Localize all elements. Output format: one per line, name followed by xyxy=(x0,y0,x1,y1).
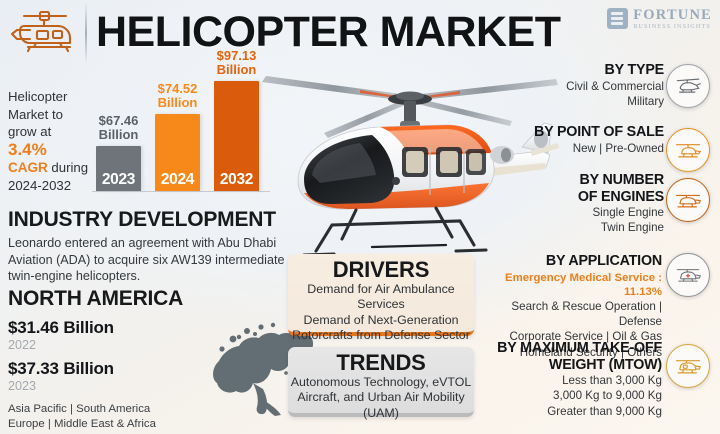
segment-engines-item-2: Twin Engine xyxy=(600,221,664,235)
segment-by-mtow-heading: BY MAXIMUM TAKE-OFF WEIGHT (MTOW) xyxy=(497,340,662,373)
segment-mtow-item-1: Less than 3,000 Kg xyxy=(562,374,662,387)
industry-development-section: INDUSTRY DEVELOPMENT Leonardo entered an… xyxy=(8,208,294,285)
na-regions-line-2: Europe | Middle East & Africa xyxy=(8,418,156,430)
drivers-item-1: Demand for Air Ambulance Services xyxy=(307,282,455,312)
market-size-bar-chart: $67.46 Billion 2023 $74.52 Billion 2024 … xyxy=(92,48,270,192)
na-other-regions: Asia Pacific | South America Europe | Mi… xyxy=(8,402,308,432)
bar-year-2024: 2024 xyxy=(160,170,195,188)
segment-mtow-item-3: Greater than 9,000 Kg xyxy=(547,404,662,418)
drivers-item-3: Rotorcrafts from Defense Sector xyxy=(292,328,470,343)
north-america-section: NORTH AMERICA $31.46 Billion 2022 $37.33… xyxy=(8,287,314,432)
helicopter-side-icon xyxy=(666,64,710,108)
cagr-line-2: Market to xyxy=(8,106,63,122)
bar-2032: $97.13 Billion 2032 xyxy=(214,48,259,191)
helicopter-front-icon xyxy=(666,128,710,172)
header-divider xyxy=(85,4,87,62)
cagr-label: CAGR xyxy=(8,160,48,175)
bar-2024: $74.52 Billion 2024 xyxy=(155,81,200,191)
na-value-2023: $37.33 Billion xyxy=(8,359,114,378)
brand-logo: FORTUNE BUSINESS INSIGHTS xyxy=(607,8,712,30)
trends-item-1: Autonomous Technology, eVTOL xyxy=(290,375,472,389)
helicopter-photo xyxy=(262,76,559,257)
segment-application-item-1: Search & Rescue Operation | Defense xyxy=(511,300,662,328)
cagr-statement: Helicopter Market to grow at 3.4% CAGR d… xyxy=(8,88,90,194)
bar-value-2024: $74.52 Billion xyxy=(157,80,198,110)
segment-by-type: BY TYPE Civil & Commercial Military xyxy=(482,62,712,109)
cagr-period: 2024-2032 xyxy=(8,177,72,193)
bar-value-2032: $97.13 Billion xyxy=(216,47,257,77)
segment-by-point-of-sale-heading: BY POINT OF SALE xyxy=(534,124,664,140)
drivers-item-2: Demand of Next-Generation xyxy=(303,312,459,327)
helicopter-medical-icon xyxy=(666,253,710,297)
na-regions-line-1: Asia Pacific | South America xyxy=(8,403,151,415)
drivers-card: DRIVERS Demand for Air Ambulance Service… xyxy=(288,254,474,342)
bar-year-2032: 2032 xyxy=(219,170,254,188)
drivers-title: DRIVERS xyxy=(332,257,430,282)
na-year-2023: 2023 xyxy=(8,379,37,393)
helicopter-engine-icon xyxy=(666,178,710,222)
bar-year-2023: 2023 xyxy=(101,170,136,188)
segment-by-point-of-sale-item-1: New | Pre-Owned xyxy=(572,141,664,155)
cagr-line-3: grow at xyxy=(8,124,52,139)
segment-by-number-of-engines: BY NUMBER OF ENGINES Single Engine Twin E… xyxy=(482,172,712,236)
segment-application-item-2: Corporate Service | Oil & Gas xyxy=(509,330,663,344)
segment-by-point-of-sale: BY POINT OF SALE New | Pre-Owned xyxy=(482,124,712,172)
segment-application-highlight: Emergency Medical Service : 11.13% xyxy=(504,271,662,298)
trends-card: TRENDS Autonomous Technology, eVTOL Airc… xyxy=(288,347,474,420)
north-america-heading: NORTH AMERICA xyxy=(8,287,184,310)
helicopter-weight-icon xyxy=(666,344,710,388)
segment-by-type-item-2: Military xyxy=(627,94,664,108)
bar-2023: $67.46 Billion 2023 xyxy=(96,113,141,191)
trends-title: TRENDS xyxy=(336,350,426,375)
segment-mtow-item-2: 3,000 Kg to 9,000 Kg xyxy=(553,389,662,403)
segment-by-application: BY APPLICATION Emergency Medical Service… xyxy=(472,253,712,360)
brand-mark-icon xyxy=(607,8,629,30)
na-value-2022: $31.46 Billion xyxy=(8,318,114,337)
helicopter-icon xyxy=(10,10,72,53)
segment-engines-item-1: Single Engine xyxy=(592,206,664,219)
brand-subtitle: BUSINESS INSIGHTS xyxy=(633,22,711,30)
industry-development-heading: INDUSTRY DEVELOPMENT xyxy=(8,208,276,231)
na-year-2022: 2022 xyxy=(8,338,37,352)
industry-development-body: Leonardo entered an agreement with Abu D… xyxy=(8,236,285,284)
segment-by-type-heading: BY TYPE xyxy=(604,62,664,78)
segment-by-mtow: BY MAXIMUM TAKE-OFF WEIGHT (MTOW) Less th… xyxy=(482,340,712,419)
cagr-during: during xyxy=(47,160,89,175)
bar-value-2023: $67.46 Billion xyxy=(98,112,139,142)
brand-name: FORTUNE xyxy=(633,7,712,23)
page-title: HELICOPTER MARKET xyxy=(96,8,561,56)
cagr-rate: 3.4% xyxy=(8,139,47,159)
segment-application-item-3: Homeland Security | Others xyxy=(519,345,662,359)
cagr-line-1: Helicopter xyxy=(8,89,68,104)
trends-item-2: Aircraft, and Urban Air Mobility (UAM) xyxy=(297,390,465,420)
segment-by-number-of-engines-heading: BY NUMBER OF ENGINES xyxy=(577,172,664,205)
chart-baseline xyxy=(92,190,270,192)
segment-by-application-heading: BY APPLICATION xyxy=(545,253,662,269)
segment-by-type-item-1: Civil & Commercial xyxy=(566,79,664,93)
